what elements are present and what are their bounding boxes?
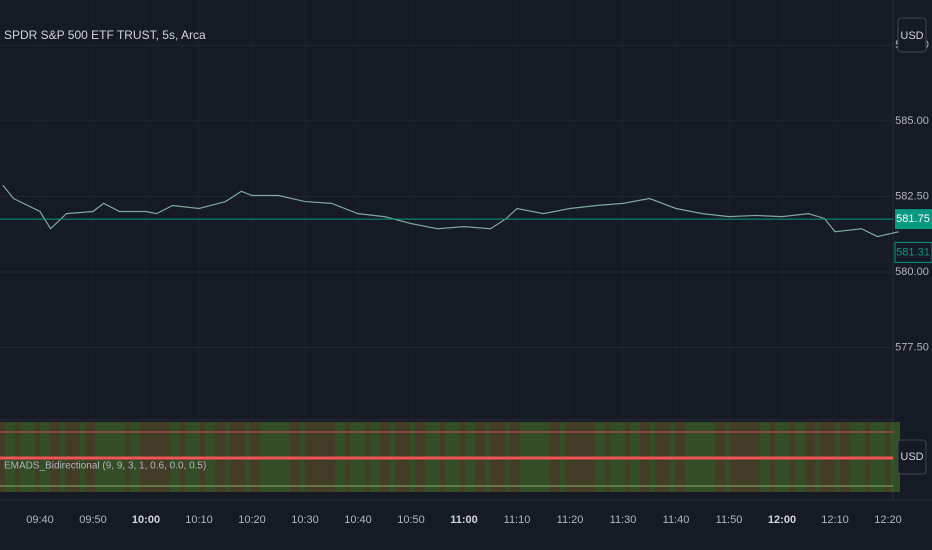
chart-title: SPDR S&P 500 ETF TRUST, 5s, Arca — [4, 28, 206, 42]
currency-label[interactable]: USD — [900, 30, 923, 42]
price-badge-label: 581.75 — [896, 213, 930, 225]
x-tick-label: 11:40 — [663, 514, 690, 526]
indicator-label: EMADS_Bidirectional (9, 9, 3, 1, 0.6, 0.… — [4, 461, 206, 472]
price-badge-label: 581.31 — [896, 246, 930, 258]
x-tick-label: 11:00 — [450, 514, 478, 526]
x-tick-label: 10:30 — [291, 514, 319, 526]
x-tick-label: 10:50 — [397, 514, 425, 526]
x-tick-label: 10:10 — [185, 514, 213, 526]
x-tick-label: 10:00 — [132, 514, 160, 526]
x-tick-label: 11:50 — [716, 514, 743, 526]
x-tick-label: 09:40 — [26, 514, 54, 526]
x-tick-label: 10:40 — [344, 514, 372, 526]
y-tick-label: 585.00 — [895, 115, 929, 127]
y-tick-label: 582.50 — [895, 190, 929, 202]
x-tick-label: 10:20 — [238, 514, 266, 526]
x-tick-label: 11:20 — [557, 514, 584, 526]
price-line — [2, 184, 899, 238]
x-tick-label: 12:00 — [768, 514, 796, 526]
currency-label[interactable]: USD — [900, 451, 923, 463]
x-tick-label: 12:20 — [874, 514, 902, 526]
x-tick-label: 09:50 — [79, 514, 107, 526]
y-tick-label: 577.50 — [895, 341, 929, 353]
price-badge — [895, 209, 932, 230]
currency-button[interactable] — [897, 17, 927, 53]
price-badge — [894, 241, 932, 263]
x-tick-label: 12:10 — [821, 514, 849, 526]
x-tick-label: 11:30 — [610, 514, 637, 526]
currency-button[interactable] — [897, 439, 927, 475]
indicator-pane — [0, 422, 900, 492]
y-tick-label: 580.00 — [895, 266, 929, 278]
x-tick-label: 11:10 — [504, 514, 531, 526]
